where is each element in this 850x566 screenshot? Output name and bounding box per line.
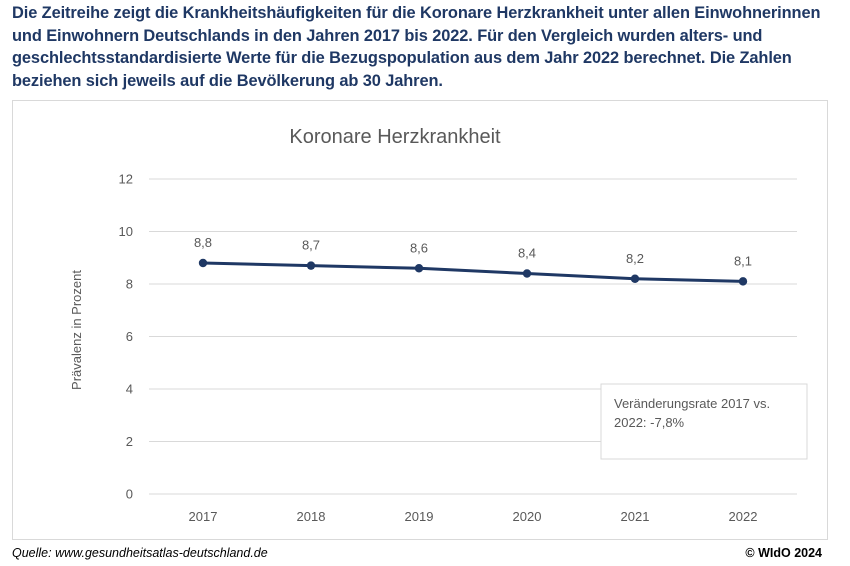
data-point bbox=[630, 274, 640, 283]
data-point bbox=[738, 277, 748, 286]
x-tick-label: 2018 bbox=[297, 509, 326, 524]
chart-title: Koronare Herzkrankheit bbox=[289, 126, 501, 148]
y-axis-ticks: 0 2 4 6 8 10 12 bbox=[119, 172, 133, 502]
data-label: 8,4 bbox=[518, 246, 536, 261]
gridlines bbox=[149, 178, 797, 495]
source-note: Quelle: www.gesundheitsatlas-deutschland… bbox=[12, 546, 268, 560]
data-points bbox=[198, 258, 748, 286]
x-tick-label: 2020 bbox=[513, 509, 542, 524]
x-tick-label: 2017 bbox=[189, 509, 218, 524]
y-tick-label: 10 bbox=[119, 224, 133, 239]
line-chart: Koronare Herzkrankheit Prävalenz in Proz… bbox=[69, 126, 808, 524]
series-line bbox=[202, 261, 744, 283]
series-line-layer bbox=[202, 261, 744, 283]
data-label: 8,6 bbox=[410, 240, 428, 255]
y-tick-label: 8 bbox=[126, 277, 133, 292]
x-tick-label: 2021 bbox=[621, 509, 650, 524]
y-tick-label: 12 bbox=[119, 172, 133, 187]
copyright-note: © WIdO 2024 bbox=[745, 546, 822, 560]
y-tick-label: 0 bbox=[126, 487, 133, 502]
data-point bbox=[522, 269, 532, 278]
intro-paragraph: Die Zeitreihe zeigt die Krankheitshäufig… bbox=[12, 4, 821, 90]
data-labels: 8,8 8,7 8,6 8,4 8,2 8,1 bbox=[194, 235, 752, 268]
x-tick-label: 2022 bbox=[729, 509, 758, 524]
y-axis-label: Prävalenz in Prozent bbox=[69, 270, 84, 390]
data-point bbox=[306, 261, 316, 270]
data-label: 8,1 bbox=[734, 253, 752, 268]
data-point bbox=[198, 258, 208, 268]
annotation-box bbox=[600, 383, 808, 460]
annotation-text: Veränderungsrate 2017 vs. 2022: -7,8% bbox=[614, 396, 770, 430]
x-tick-label: 2019 bbox=[405, 509, 434, 524]
chart-frame: Koronare Herzkrankheit Prävalenz in Proz… bbox=[12, 100, 828, 540]
data-label: 8,7 bbox=[302, 238, 320, 253]
data-label: 8,8 bbox=[194, 235, 212, 250]
x-axis-ticks: 2017 2018 2019 2020 2021 2022 bbox=[189, 509, 758, 524]
y-tick-label: 6 bbox=[126, 329, 133, 344]
data-label: 8,2 bbox=[626, 251, 644, 266]
y-tick-label: 4 bbox=[126, 382, 133, 397]
y-tick-label: 2 bbox=[126, 434, 133, 449]
data-point bbox=[414, 264, 424, 273]
